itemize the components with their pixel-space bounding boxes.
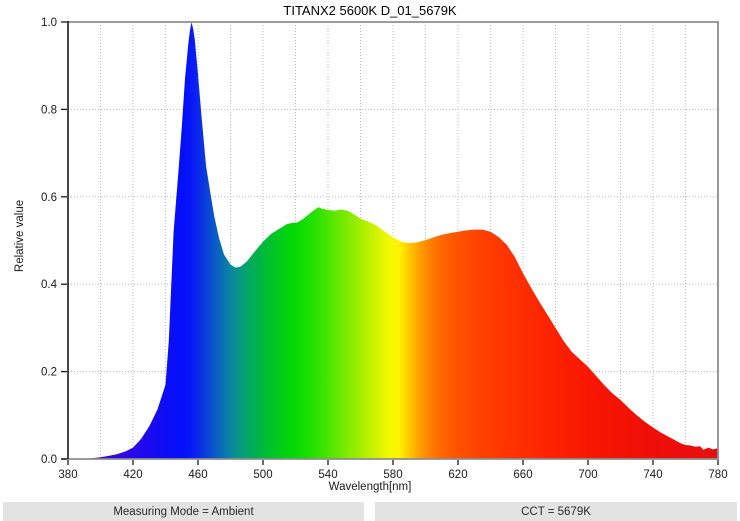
x-tick-label: 580 bbox=[383, 469, 402, 481]
x-tick-label: 380 bbox=[58, 469, 77, 481]
y-tick-label: 0.4 bbox=[41, 279, 58, 291]
y-tick-label: 0.0 bbox=[41, 454, 57, 466]
spectrum-plot: 380 420 460 500 540 580 620 660 700 740 780 0.0 0.2 0… bbox=[41, 17, 728, 481]
spectrum-area bbox=[68, 22, 718, 459]
chart-title: TITANX2 5600K D_01_5679K bbox=[283, 3, 457, 18]
y-tick-label: 0.6 bbox=[41, 192, 57, 204]
x-tick-label: 540 bbox=[318, 469, 337, 481]
y-tick-label: 0.8 bbox=[41, 104, 57, 116]
x-axis-title: Wavelength[nm] bbox=[328, 481, 412, 493]
x-tick-label: 500 bbox=[253, 469, 272, 481]
x-tick-label: 700 bbox=[578, 469, 597, 481]
x-tick-label: 780 bbox=[708, 469, 727, 481]
cct-value: CCT = 5679K bbox=[521, 505, 591, 518]
x-tick-label: 460 bbox=[188, 469, 207, 481]
y-tick-label: 1.0 bbox=[41, 17, 57, 29]
x-tick-label: 420 bbox=[123, 469, 142, 481]
measuring-mode-bar: Measuring Mode = Ambient bbox=[3, 502, 364, 521]
x-tick-label: 620 bbox=[448, 469, 467, 481]
cct-bar: CCT = 5679K bbox=[375, 502, 737, 521]
x-tick-label: 660 bbox=[513, 469, 532, 481]
measuring-mode-value: Measuring Mode = Ambient bbox=[113, 505, 254, 518]
y-tick-label: 0.2 bbox=[41, 367, 57, 379]
x-tick-label: 740 bbox=[643, 469, 662, 481]
